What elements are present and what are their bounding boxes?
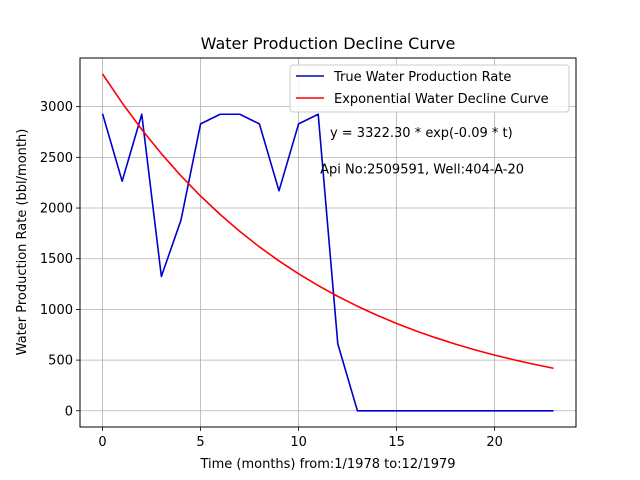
y-tick-label-1000: 1000 [40,303,73,318]
legend: True Water Production Rate Exponential W… [289,64,570,113]
y-tick-label-0: 0 [65,404,73,419]
y-axis-title: Water Production Rate (bbl/month) [15,129,30,356]
x-tick-label-20: 20 [486,435,503,450]
axis-ticks: 0 5 10 15 20 0 500 1000 1500 2000 2500 3000 [40,100,503,450]
chart-title: Water Production Decline Curve [201,34,456,53]
annotations: y = 3322.30 * exp(-0.09 * t) Api No:2509… [320,126,524,177]
x-tick-label-0: 0 [98,435,106,450]
legend-label-exponential-curve: Exponential Water Decline Curve [334,92,549,107]
x-tick-label-5: 5 [196,435,204,450]
series-line-true-rate [101,113,554,412]
grid-lines [80,58,576,427]
y-tick-label-500: 500 [48,354,73,369]
well-id-annotation: Api No:2509591, Well:404-A-20 [320,163,524,178]
legend-box [289,64,570,113]
x-tick-label-10: 10 [290,435,307,450]
fit-equation-annotation: y = 3322.30 * exp(-0.09 * t) [330,126,513,141]
x-axis-title: Time (months) from:1/1978 to:12/1979 [199,457,455,472]
y-tick-label-2500: 2500 [40,151,73,166]
series-lines [101,73,554,412]
y-tick-label-1500: 1500 [40,252,73,267]
y-tick-label-3000: 3000 [40,100,73,115]
x-tick-label-15: 15 [388,435,405,450]
legend-label-true-rate: True Water Production Rate [333,70,511,85]
y-tick-label-2000: 2000 [40,202,73,217]
series-line-exponential-curve [101,73,554,370]
plot-frame [79,57,577,428]
